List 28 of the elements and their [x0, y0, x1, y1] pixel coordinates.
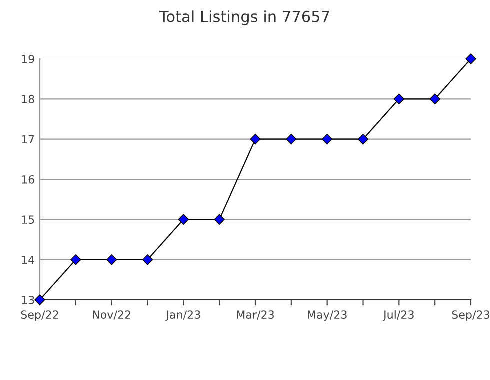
point: [142, 254, 154, 266]
point: [214, 214, 225, 225]
x-tick-label: Jul/23: [382, 310, 414, 322]
point: [34, 294, 46, 306]
point: [286, 134, 297, 145]
y-tick-label: 18: [22, 95, 34, 104]
x-tick-label: Mar/23: [237, 310, 274, 320]
point: [178, 214, 189, 225]
x-tick-label: Jan/23: [166, 310, 200, 322]
point: [70, 254, 82, 266]
point: [106, 254, 118, 266]
x-tick-label: May/23: [308, 310, 347, 322]
y-tick-label: 17: [22, 135, 34, 144]
y-tick-label: 16: [22, 175, 34, 184]
point: [430, 94, 440, 104]
point: [466, 54, 476, 64]
y-tick-label: 13: [22, 296, 34, 304]
y-tick-label: 15: [22, 216, 34, 224]
point: [322, 134, 333, 145]
point: [358, 134, 369, 145]
point: [250, 134, 261, 145]
x-tick-label: Sep/22: [21, 310, 58, 322]
y-tick-label: 19: [22, 54, 34, 64]
x-tick-label: Sep/23: [452, 310, 490, 322]
point: [394, 94, 404, 104]
y-tick-label: 14: [22, 256, 35, 264]
x-tick-label: Nov/22: [93, 310, 131, 320]
chart-title: Total Listings in 77657: [159, 10, 330, 26]
